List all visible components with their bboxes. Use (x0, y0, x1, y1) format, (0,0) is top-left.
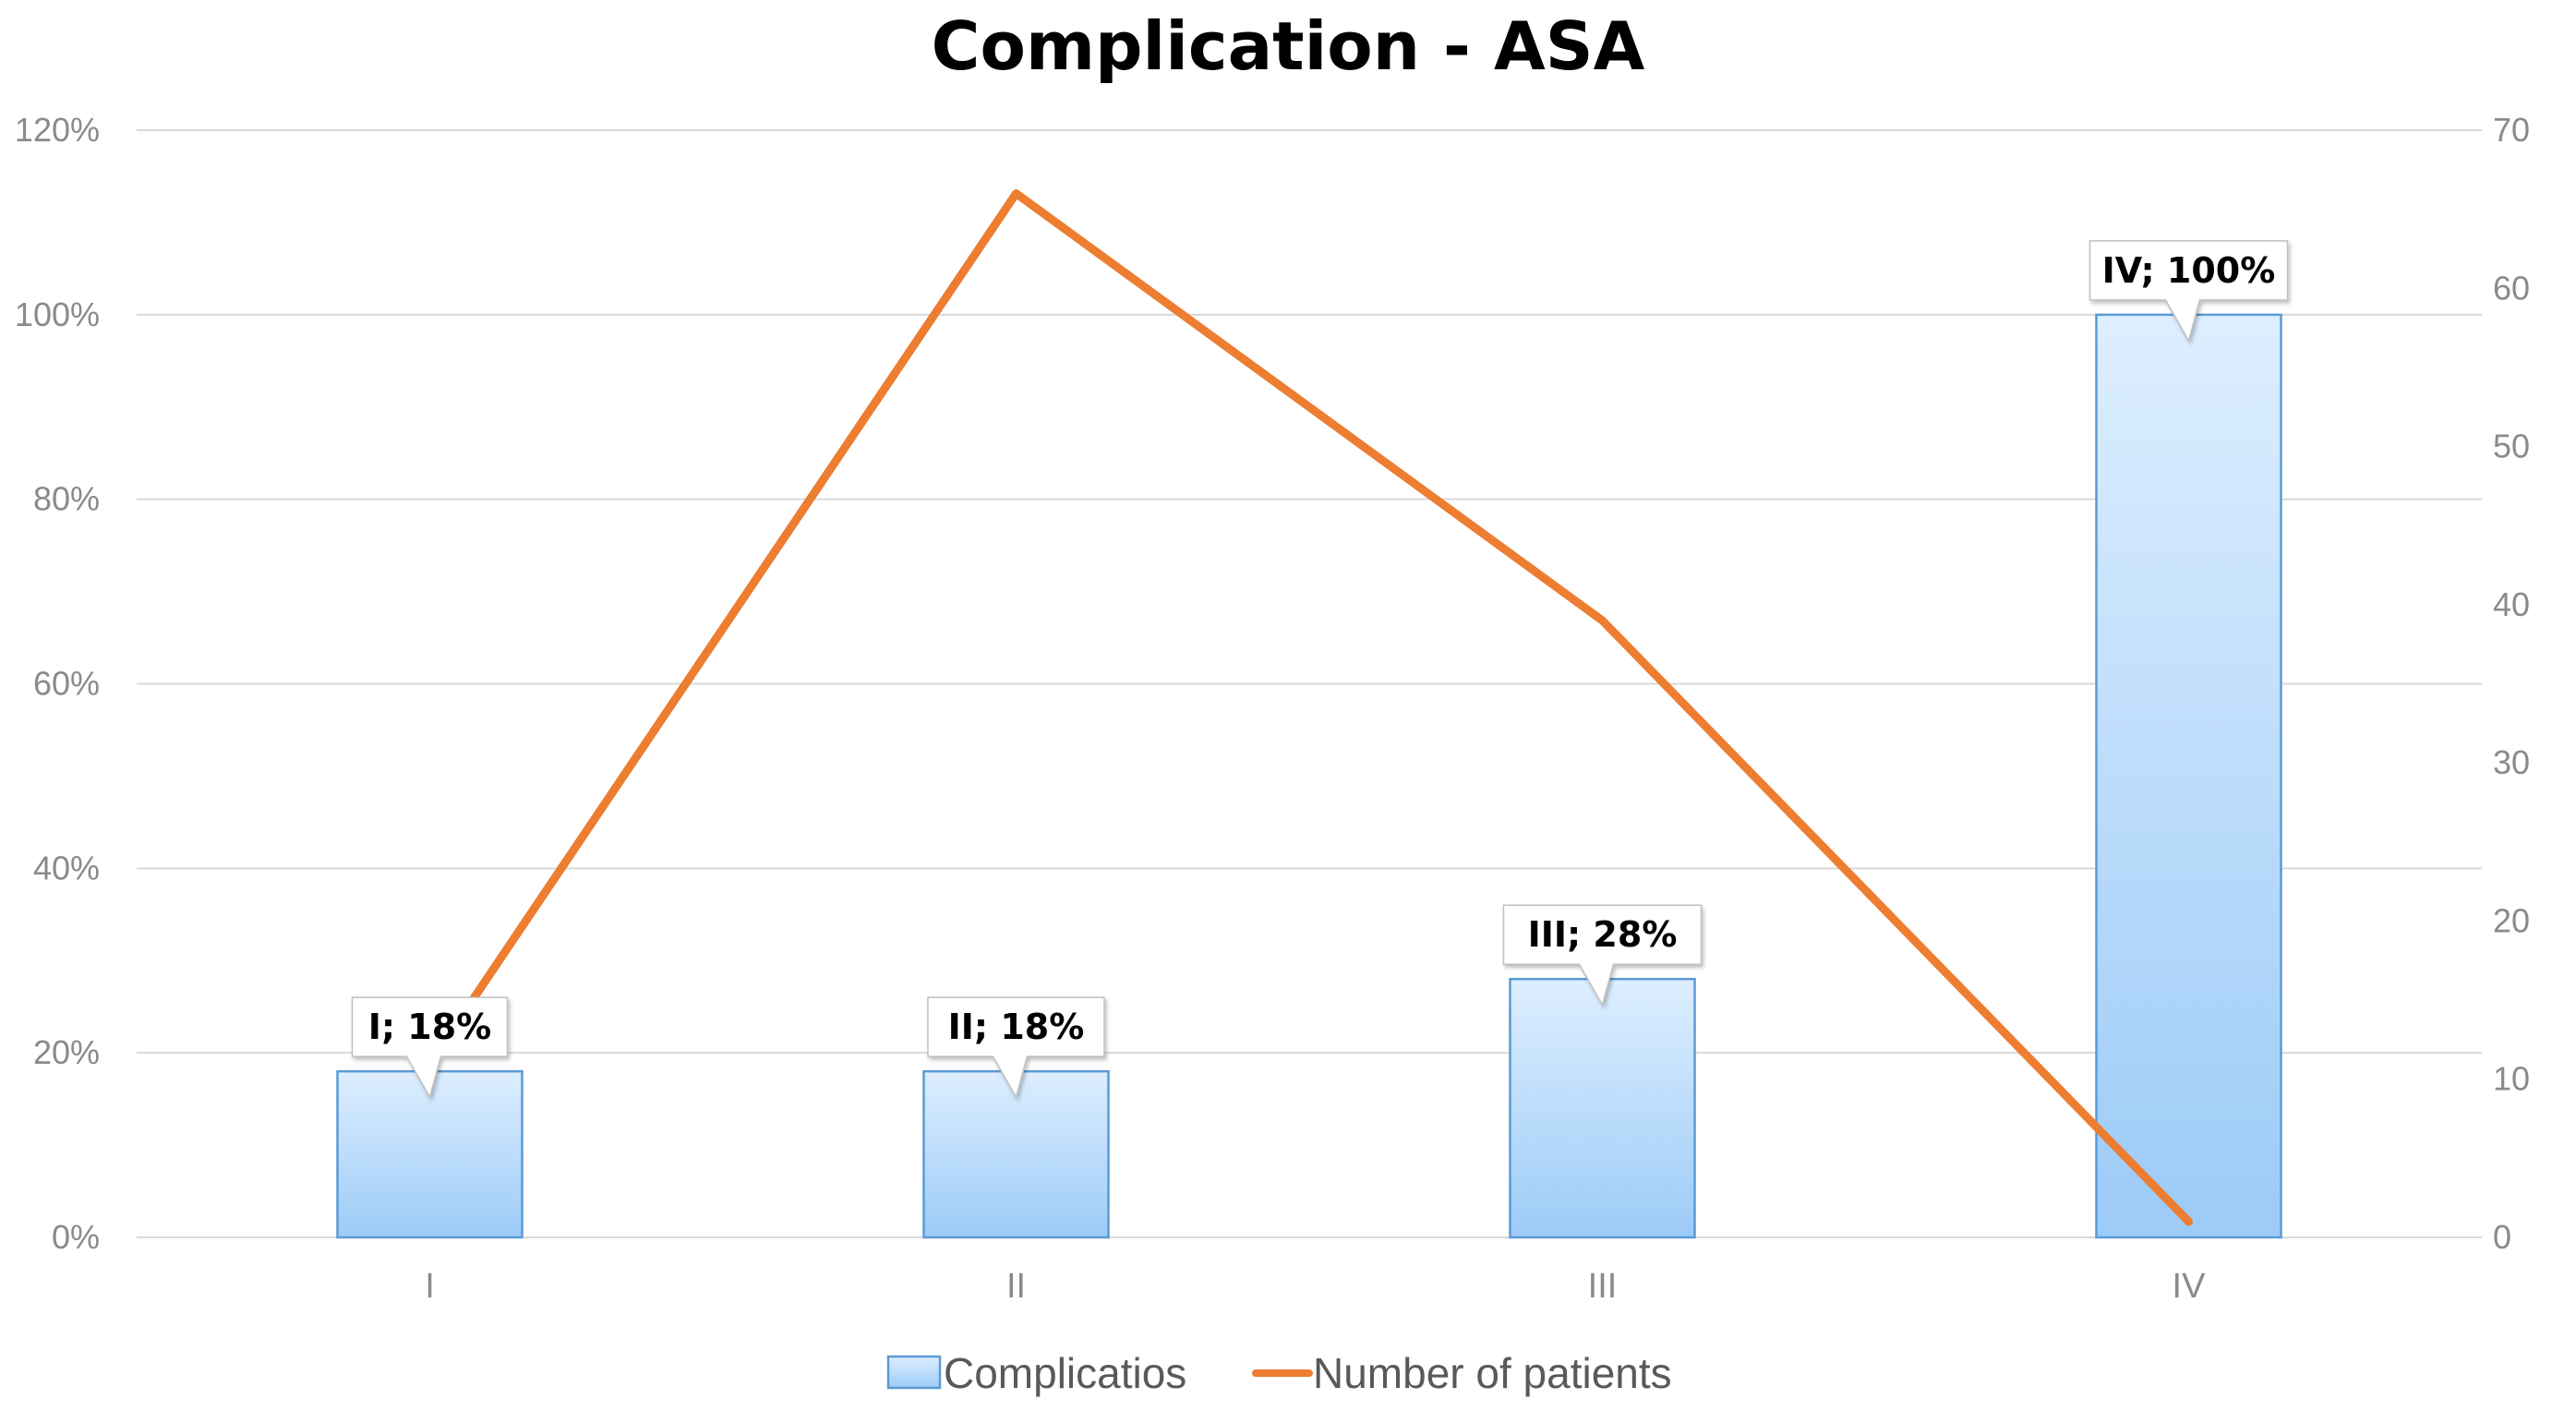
left-tick-label: 0% (52, 1218, 100, 1256)
x-tick-label: IV (2173, 1267, 2207, 1306)
data-label: I; 18% (368, 1007, 492, 1047)
bar-IV (2095, 313, 2282, 1239)
data-label: IV; 100% (2102, 250, 2276, 291)
legend-label-complications: Complicatios (944, 1349, 1186, 1397)
data-label-callout (351, 996, 509, 1100)
x-tick-label: III (1588, 1267, 1618, 1306)
bar-II (922, 1069, 1110, 1239)
right-tick-label: 40 (2493, 585, 2530, 623)
data-label: III; 28% (1528, 914, 1678, 955)
data-labels: I; 18% II; 18% III; 28% IV; 100% (351, 240, 2289, 1100)
x-tick-label: II (1006, 1267, 1026, 1306)
legend-bar-swatch (886, 1355, 942, 1390)
left-tick-label: 100% (15, 295, 100, 333)
callout-box (2088, 240, 2289, 343)
right-axis: 0 10 20 30 40 50 60 70 (2493, 111, 2530, 1256)
right-tick-label: 0 (2493, 1218, 2511, 1256)
callout-box (927, 996, 1105, 1100)
chart-title: Complication - ASA (932, 7, 1645, 85)
right-tick-label: 70 (2493, 111, 2530, 149)
right-tick-label: 50 (2493, 428, 2530, 465)
left-tick-label: 20% (33, 1033, 100, 1071)
data-label-callout (927, 996, 1105, 1100)
right-tick-label: 10 (2493, 1060, 2530, 1098)
bar-I (336, 1069, 524, 1239)
left-tick-label: 120% (15, 111, 100, 149)
left-tick-label: 40% (33, 849, 100, 886)
x-tick-label: I (425, 1267, 435, 1306)
legend-label-patients: Number of patients (1313, 1349, 1672, 1397)
gridlines (137, 129, 2482, 1238)
bar-III (1509, 977, 1696, 1239)
data-label: II; 18% (948, 1007, 1085, 1047)
left-tick-label: 60% (33, 665, 100, 703)
legend: Complicatios Number of patients (886, 1349, 1672, 1397)
data-label-callout (1502, 904, 1703, 1007)
bar-series (336, 313, 2282, 1239)
line-series (426, 189, 2193, 1226)
right-tick-label: 20 (2493, 901, 2530, 939)
left-tick-label: 80% (33, 480, 100, 518)
right-tick-label: 30 (2493, 743, 2530, 781)
right-tick-label: 60 (2493, 269, 2530, 307)
line-number-of-patients (426, 189, 2193, 1226)
data-label-callout (2088, 240, 2289, 343)
x-axis: I II III IV (425, 1267, 2206, 1306)
callout-box (351, 996, 509, 1100)
callout-box (1502, 904, 1703, 1007)
left-axis: 0% 20% 40% 60% 80% 100% 120% (15, 111, 100, 1256)
